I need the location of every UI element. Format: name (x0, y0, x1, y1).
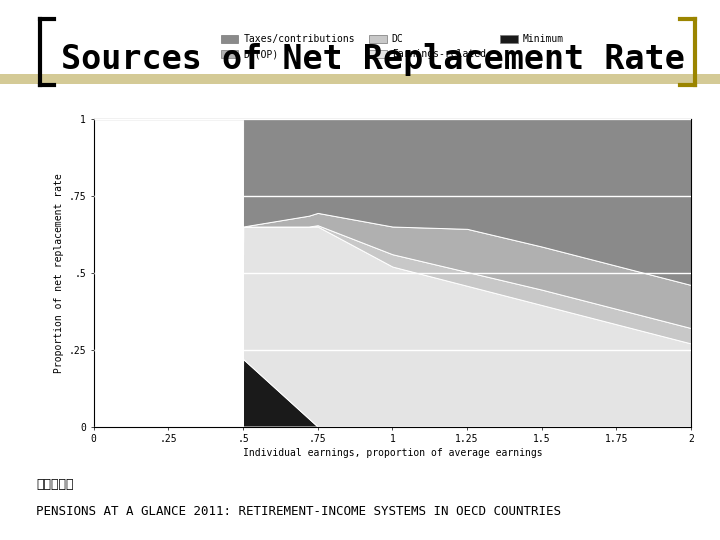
X-axis label: Individual earnings, proportion of average earnings: Individual earnings, proportion of avera… (243, 448, 542, 458)
Text: Sources of Net Replacement Rate: Sources of Net Replacement Rate (61, 43, 685, 76)
Legend: Taxes/contributions, DC(OP), DC, Earnings-related, Minimum: Taxes/contributions, DC(OP), DC, Earning… (218, 31, 567, 62)
Y-axis label: Proportion of net replacement rate: Proportion of net replacement rate (54, 173, 64, 373)
Text: 資料來源：: 資料來源： (36, 478, 73, 491)
Text: PENSIONS AT A GLANCE 2011: RETIREMENT-INCOME SYSTEMS IN OECD COUNTRIES: PENSIONS AT A GLANCE 2011: RETIREMENT-IN… (36, 505, 561, 518)
